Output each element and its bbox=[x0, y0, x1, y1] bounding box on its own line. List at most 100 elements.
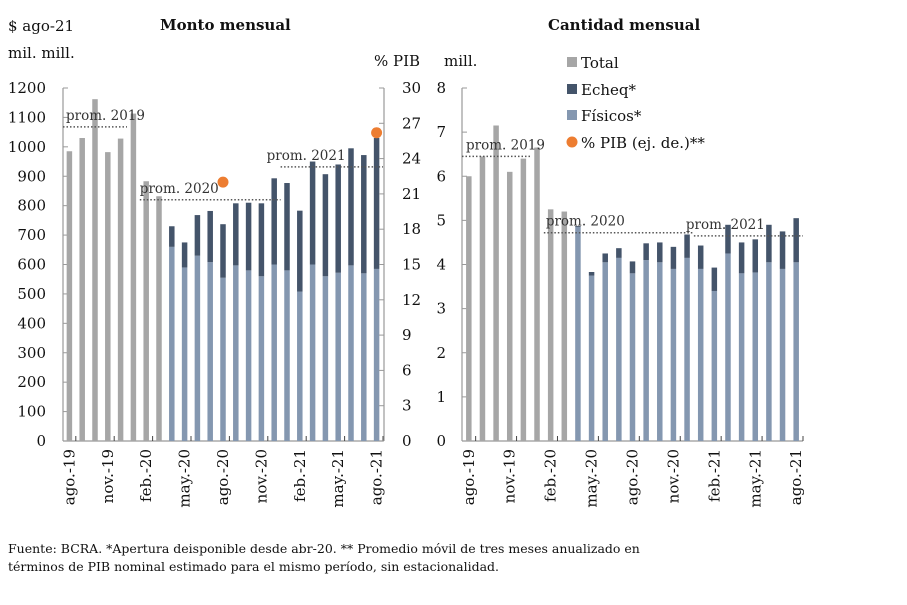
footnote: Fuente: BCRA. *Apertura deisponible desd… bbox=[8, 540, 888, 576]
left-y2-tick-label: 9 bbox=[402, 326, 412, 344]
right-y-tick-label: 2 bbox=[436, 344, 446, 362]
right-bar-total bbox=[520, 158, 527, 441]
right-bar-fisicos bbox=[684, 257, 690, 441]
legend-swatch-pib bbox=[566, 136, 578, 148]
left-bar-echeq bbox=[373, 138, 380, 269]
right-avg-label: prom. 2020 bbox=[546, 214, 625, 230]
right-bar-fisicos bbox=[629, 273, 636, 441]
right-bar-fisicos bbox=[752, 272, 759, 441]
left-y2-tick-label: 6 bbox=[402, 361, 412, 379]
left-x-tick-label: ago.-19 bbox=[60, 449, 78, 505]
left-ylabel-line1: $ ago-21 bbox=[8, 17, 74, 35]
right-bar-fisicos bbox=[643, 260, 649, 441]
left-bar-total bbox=[105, 152, 111, 441]
legend-item-total: Total bbox=[567, 54, 619, 72]
left-bar-fisicos bbox=[194, 255, 201, 441]
left-bar-fisicos bbox=[348, 265, 354, 441]
right-bar-total bbox=[493, 125, 499, 441]
left-x-tick-label: ago.-20 bbox=[214, 449, 232, 505]
right-bar-echeq bbox=[629, 261, 636, 274]
left-bar-echeq bbox=[258, 203, 265, 277]
right-bar-total bbox=[534, 147, 540, 441]
left-y2-tick-label: 21 bbox=[402, 185, 421, 203]
right-y-tick-label: 8 bbox=[436, 79, 446, 97]
right-bar-echeq bbox=[670, 246, 677, 269]
right-x-tick-label: ago.-20 bbox=[624, 449, 642, 505]
left-bar-echeq bbox=[297, 210, 303, 292]
right-bar-fisicos bbox=[588, 275, 595, 441]
right-bar-fisicos bbox=[793, 262, 799, 441]
left-bar-echeq bbox=[348, 148, 354, 266]
right-bar-total bbox=[547, 209, 554, 441]
left-y2label: % PIB bbox=[374, 52, 420, 70]
right-bar-echeq bbox=[725, 224, 731, 254]
left-y-tick-label: 1200 bbox=[8, 79, 46, 97]
right-chart-title: Cantidad mensual bbox=[548, 16, 700, 34]
right-y-tick-label: 1 bbox=[436, 388, 446, 406]
left-bar-fisicos bbox=[181, 267, 188, 441]
right-avg-label: prom. 2019 bbox=[466, 137, 545, 153]
left-bar-fisicos bbox=[361, 273, 367, 441]
legend-label-fisicos: Físicos* bbox=[581, 107, 642, 125]
left-pib-point bbox=[371, 127, 383, 139]
left-bar-fisicos bbox=[335, 272, 341, 441]
left-bar-fisicos bbox=[373, 268, 380, 441]
left-y-tick-label: 300 bbox=[17, 344, 46, 362]
left-y2-tick-label: 27 bbox=[402, 114, 421, 132]
right-bar-fisicos bbox=[711, 290, 718, 441]
right-bar-total bbox=[506, 171, 513, 441]
right-x-tick-label: ago.-21 bbox=[787, 449, 805, 505]
right-bar-fisicos bbox=[616, 257, 622, 441]
legend-swatch-echeq bbox=[567, 84, 577, 94]
left-y-tick-label: 1000 bbox=[8, 138, 46, 156]
right-bar-fisicos bbox=[657, 262, 663, 441]
left-bar-total bbox=[92, 99, 98, 441]
left-bar-fisicos bbox=[245, 270, 252, 441]
left-bar-echeq bbox=[284, 183, 290, 271]
left-avg-label: prom. 2021 bbox=[267, 148, 346, 164]
left-chart: 0100200300400500600700800900100011001200… bbox=[8, 79, 421, 508]
left-y2-tick-label: 15 bbox=[402, 256, 421, 274]
left-y-tick-label: 0 bbox=[36, 432, 46, 450]
left-bar-echeq bbox=[220, 224, 226, 278]
left-x-tick-label: ago.-21 bbox=[368, 449, 386, 505]
right-y-tick-label: 4 bbox=[436, 256, 446, 274]
left-bar-echeq bbox=[271, 178, 277, 265]
left-bar-total bbox=[66, 151, 73, 441]
left-pib-point bbox=[217, 176, 229, 188]
right-bar-echeq bbox=[779, 231, 786, 269]
left-y2-tick-label: 18 bbox=[402, 220, 421, 238]
left-bar-fisicos bbox=[271, 264, 277, 441]
right-bar-echeq bbox=[752, 239, 759, 273]
right-x-tick-label: nov.-19 bbox=[501, 449, 519, 503]
legend-item-pib: % PIB (ej. de.)** bbox=[566, 134, 705, 152]
right-x-tick-label: ago.-19 bbox=[460, 449, 478, 505]
left-y-tick-label: 700 bbox=[17, 226, 46, 244]
left-y2-tick-label: 3 bbox=[402, 397, 412, 415]
right-ylabel: mill. bbox=[444, 52, 477, 70]
left-avg-label: prom. 2020 bbox=[140, 181, 219, 197]
left-y2-tick-label: 30 bbox=[402, 79, 421, 97]
left-bar-echeq bbox=[361, 155, 367, 274]
left-bar-echeq bbox=[181, 242, 188, 268]
right-x-tick-label: feb.-20 bbox=[542, 449, 560, 502]
left-bar-echeq bbox=[169, 226, 175, 247]
left-x-tick-label: may.-21 bbox=[329, 449, 347, 508]
left-bar-fisicos bbox=[169, 246, 175, 441]
right-avg-label: prom. 2021 bbox=[686, 217, 765, 233]
right-bar-fisicos bbox=[779, 268, 786, 441]
right-y-tick-label: 7 bbox=[436, 123, 446, 141]
right-x-tick-label: feb.-21 bbox=[705, 449, 723, 502]
right-bar-total bbox=[479, 156, 486, 442]
right-y-tick-label: 6 bbox=[436, 167, 446, 185]
right-y-tick-label: 0 bbox=[436, 432, 446, 450]
right-bar-echeq bbox=[657, 242, 663, 263]
left-bar-fisicos bbox=[284, 270, 290, 441]
left-x-tick-label: feb.-20 bbox=[137, 449, 155, 502]
right-bar-echeq bbox=[738, 242, 745, 274]
right-bar-echeq bbox=[711, 267, 718, 291]
legend-label-echeq: Echeq* bbox=[581, 81, 636, 99]
left-bar-fisicos bbox=[258, 276, 265, 441]
left-bar-fisicos bbox=[220, 277, 226, 441]
